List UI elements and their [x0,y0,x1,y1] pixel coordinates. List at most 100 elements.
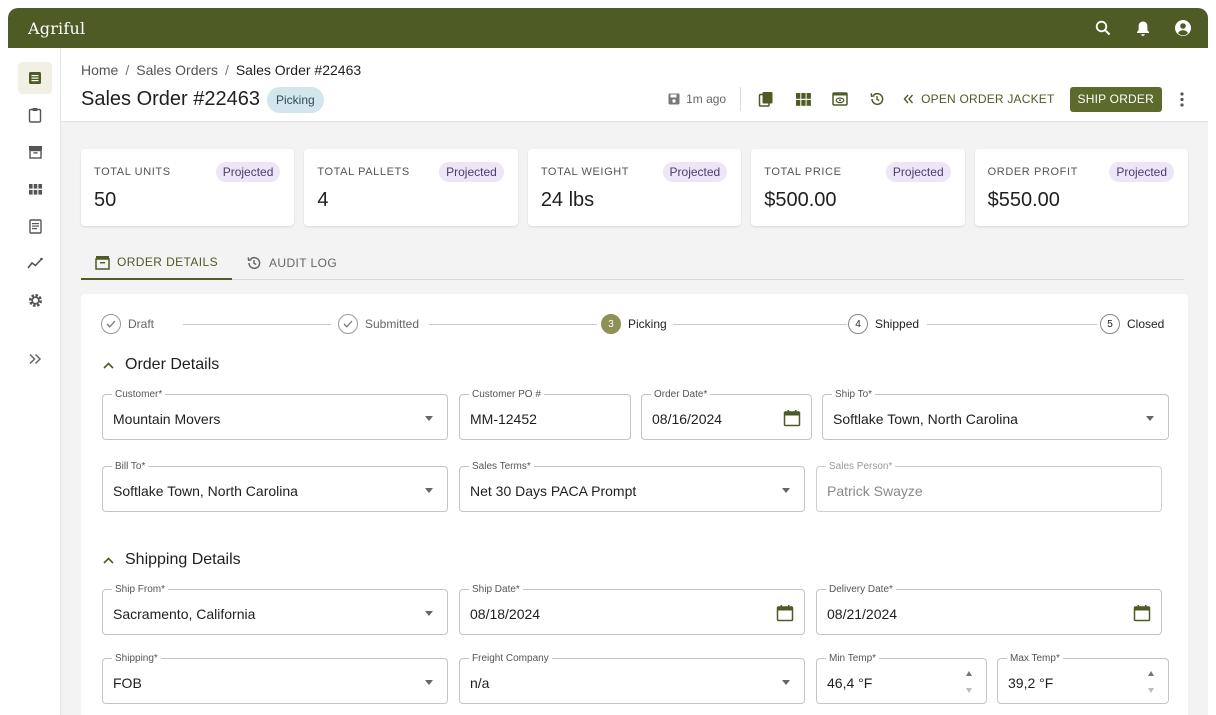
number-stepper[interactable] [964,671,974,693]
search-icon[interactable] [1094,19,1112,37]
field-value: 08/21/2024 [827,606,898,622]
card-value: 4 [317,189,329,211]
card-label: TOTAL WEIGHT [540,166,630,178]
saved-time: 1m ago [686,92,727,106]
history-icon[interactable] [866,88,888,110]
preview-icon[interactable] [829,88,851,110]
shipping-select[interactable]: Shipping* FOB [102,653,448,704]
side-navigation [8,48,61,715]
step-connector [673,324,847,325]
tab-order-details[interactable]: ORDER DETAILS [81,246,232,280]
step-number: 3 [601,314,621,334]
analytics-icon[interactable] [18,247,52,279]
number-stepper[interactable] [1146,671,1156,693]
history-icon [247,256,261,269]
account-icon[interactable] [1174,19,1192,37]
settings-icon[interactable] [18,284,52,316]
dropdown-arrow-icon [425,680,433,685]
step-label: Draft [128,317,155,331]
breadcrumb: Home / Sales Orders / Sales Order #22463 [81,62,361,78]
field-value: 46,4 °F [827,675,873,691]
bill-to-select[interactable]: Bill To* Softlake Town, North Carolina [102,461,448,512]
check-icon [101,314,121,334]
step-label: Picking [628,317,667,331]
step-picking: 3 Picking [601,314,667,334]
field-label: Ship To* [832,389,876,400]
max-temp-field[interactable]: Max Temp* 39,2 °F [997,653,1169,704]
card-value: $550.00 [987,189,1060,211]
tab-audit-log[interactable]: AUDIT LOG [232,246,351,280]
pallet-grid-icon[interactable] [792,88,814,110]
more-vert-icon[interactable] [1176,91,1188,107]
customer-po-field[interactable]: Customer PO # MM-12452 [459,389,631,440]
breadcrumb-separator: / [125,62,130,78]
step-number: 5 [1100,314,1120,334]
dropdown-arrow-icon [1146,416,1154,421]
metric-card-order-profit: ORDER PROFIT Projected $550.00 [974,149,1189,226]
field-label: Shipping* [112,653,161,664]
card-value: 24 lbs [540,189,595,211]
freight-company-select[interactable]: Freight Company n/a [459,653,805,704]
ship-from-select[interactable]: Ship From* Sacramento, California [102,584,448,635]
check-icon [338,314,358,334]
open-order-jacket-button[interactable]: OPEN ORDER JACKET [903,92,1054,106]
save-icon [668,93,680,105]
grid-icon[interactable] [18,173,52,205]
ship-date-field[interactable]: Ship Date* 08/18/2024 [459,584,805,635]
page-title: Sales Order #22463 [81,88,261,110]
calendar-icon[interactable] [783,409,801,427]
breadcrumb-sales-orders[interactable]: Sales Orders [136,62,218,78]
field-value: Sacramento, California [113,606,256,622]
field-label: Sales Terms* [469,461,534,472]
sales-terms-select[interactable]: Sales Terms* Net 30 Days PACA Prompt [459,461,805,512]
archive-icon[interactable] [18,136,52,168]
field-value: 08/16/2024 [652,411,723,427]
section-title: Order Details [125,356,220,373]
field-value: 39,2 °F [1008,675,1054,691]
dropdown-arrow-icon [425,416,433,421]
divider [740,87,742,111]
breadcrumb-home[interactable]: Home [81,62,119,78]
brand-logo[interactable]: Agriful [28,18,86,38]
field-label: Sales Person* [826,461,896,472]
customer-select[interactable]: Customer* Mountain Movers [102,389,448,440]
metric-card-total-pallets: TOTAL PALLETS Projected 4 [304,149,518,226]
status-badge: Picking [267,87,324,113]
orders-icon[interactable] [18,62,52,94]
open-order-jacket-label: OPEN ORDER JACKET [921,92,1055,106]
projected-badge: Projected [215,162,281,182]
order-details-section-toggle[interactable]: Order Details [103,356,219,374]
calendar-icon[interactable] [776,604,794,622]
field-value: Softlake Town, North Carolina [833,411,1018,427]
min-temp-field[interactable]: Min Temp* 46,4 °F [816,653,987,704]
calendar-icon[interactable] [1133,604,1151,622]
order-date-field[interactable]: Order Date* 08/16/2024 [641,389,812,440]
ship-order-button[interactable]: SHIP ORDER [1069,86,1162,112]
shipping-details-section-toggle[interactable]: Shipping Details [103,551,241,569]
field-label: Customer PO # [469,389,544,400]
main-content: Home / Sales Orders / Sales Order #22463… [61,48,1208,715]
step-draft: Draft [101,314,155,334]
delivery-date-field[interactable]: Delivery Date* 08/21/2024 [816,584,1162,635]
metric-card-total-units: TOTAL UNITS Projected 50 [81,149,295,226]
ship-to-select[interactable]: Ship To* Softlake Town, North Carolina [822,389,1169,440]
copy-icon[interactable] [755,88,777,110]
receipt-icon[interactable] [18,210,52,242]
clipboard-icon[interactable] [18,99,52,131]
projected-badge: Projected [662,162,728,182]
step-submitted: Submitted [338,314,420,334]
bell-icon[interactable] [1134,19,1152,37]
field-value: 08/18/2024 [470,606,541,622]
order-details-icon [95,255,110,270]
card-value: $500.00 [764,189,837,211]
card-label: TOTAL PRICE [764,166,842,178]
field-value: FOB [113,675,142,691]
top-bar: Agriful [8,8,1208,48]
projected-badge: Projected [885,162,951,182]
projected-badge: Projected [439,162,504,182]
expand-icon[interactable] [18,343,52,375]
order-form-panel: Draft Submitted 3 Picking 4 Shipped [81,294,1188,715]
projected-badge: Projected [1109,162,1175,182]
tab-label: ORDER DETAILS [117,255,218,269]
field-label: Ship Date* [469,584,523,595]
